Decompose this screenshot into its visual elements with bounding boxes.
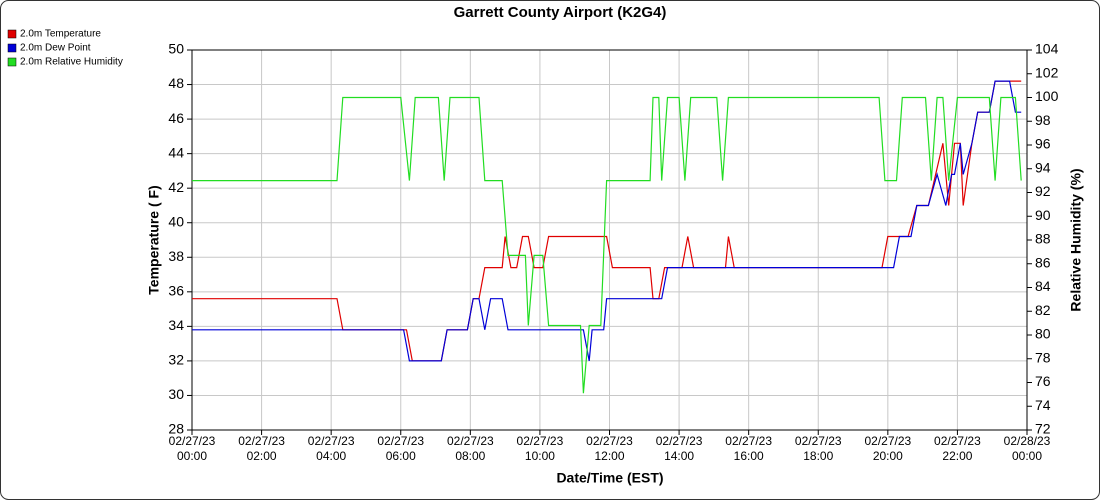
y-tick-label: 30 bbox=[168, 386, 184, 402]
y-tick-label: 50 bbox=[168, 41, 184, 57]
y-tick-label: 38 bbox=[168, 248, 184, 264]
chart-title: Garrett County Airport (K2G4) bbox=[454, 4, 667, 21]
y2-axis-label: Relative Humidity (%) bbox=[1068, 168, 1084, 311]
y2-tick-label: 72 bbox=[1035, 421, 1051, 437]
y-tick-label: 48 bbox=[168, 75, 184, 91]
x-axis-label: Date/Time (EST) bbox=[556, 470, 663, 486]
x-tick-label: 02/27/23 22:00 bbox=[934, 434, 981, 463]
x-tick-label: 02/27/23 20:00 bbox=[864, 434, 911, 463]
y2-tick-label: 84 bbox=[1035, 278, 1051, 294]
y2-tick-label: 78 bbox=[1035, 349, 1051, 365]
y-tick-label: 42 bbox=[168, 179, 184, 195]
y2-tick-label: 90 bbox=[1035, 207, 1051, 223]
series-line bbox=[192, 80, 1022, 362]
y-tick-label: 28 bbox=[168, 421, 184, 437]
y2-tick-label: 76 bbox=[1035, 373, 1051, 389]
y2-tick-label: 80 bbox=[1035, 326, 1051, 342]
x-tick-label: 02/27/23 06:00 bbox=[377, 434, 424, 463]
y-tick-label: 40 bbox=[168, 213, 184, 229]
legend-label: 2.0m Temperature bbox=[20, 29, 101, 40]
series-line bbox=[192, 96, 1022, 394]
plot-frame bbox=[191, 49, 1028, 431]
y-axis-label: Temperature ( F) bbox=[146, 185, 162, 294]
y-tick-label: 46 bbox=[168, 110, 184, 126]
y2-tick-label: 88 bbox=[1035, 231, 1051, 247]
x-tick-label: 02/27/23 08:00 bbox=[447, 434, 494, 463]
y2-tick-label: 100 bbox=[1035, 88, 1059, 104]
y2-tick-label: 104 bbox=[1035, 41, 1059, 57]
y-tick-label: 32 bbox=[168, 352, 184, 368]
x-tick-label: 02/27/23 18:00 bbox=[795, 434, 842, 463]
y2-tick-label: 86 bbox=[1035, 254, 1051, 270]
legend-swatch bbox=[7, 57, 17, 67]
x-tick-label: 02/27/23 12:00 bbox=[586, 434, 633, 463]
x-tick-label: 02/27/23 14:00 bbox=[656, 434, 703, 463]
x-tick-label: 02/28/23 00:00 bbox=[1004, 434, 1051, 463]
y2-tick-label: 98 bbox=[1035, 112, 1051, 128]
legend-swatch bbox=[7, 29, 17, 39]
y2-tick-label: 94 bbox=[1035, 159, 1051, 175]
legend-label: 2.0m Dew Point bbox=[20, 43, 91, 54]
y2-tick-label: 74 bbox=[1035, 397, 1051, 413]
x-tick-label: 02/27/23 02:00 bbox=[238, 434, 285, 463]
x-tick-label: 02/27/23 00:00 bbox=[169, 434, 216, 463]
y2-tick-label: 82 bbox=[1035, 302, 1051, 318]
x-tick-label: 02/27/23 04:00 bbox=[308, 434, 355, 463]
y-tick-label: 36 bbox=[168, 283, 184, 299]
y-tick-label: 44 bbox=[168, 144, 184, 160]
y-tick-label: 34 bbox=[168, 317, 184, 333]
y2-tick-label: 102 bbox=[1035, 64, 1059, 80]
x-tick-label: 02/27/23 16:00 bbox=[725, 434, 772, 463]
y2-tick-label: 96 bbox=[1035, 136, 1051, 152]
y2-tick-label: 92 bbox=[1035, 183, 1051, 199]
legend-swatch bbox=[7, 43, 17, 53]
legend: 2.0m Temperature 2.0m Dew Point 2.0m Relat… bbox=[7, 29, 123, 68]
legend-label: 2.0m Relative Humidity bbox=[20, 57, 123, 68]
x-tick-label: 02/27/23 10:00 bbox=[517, 434, 564, 463]
